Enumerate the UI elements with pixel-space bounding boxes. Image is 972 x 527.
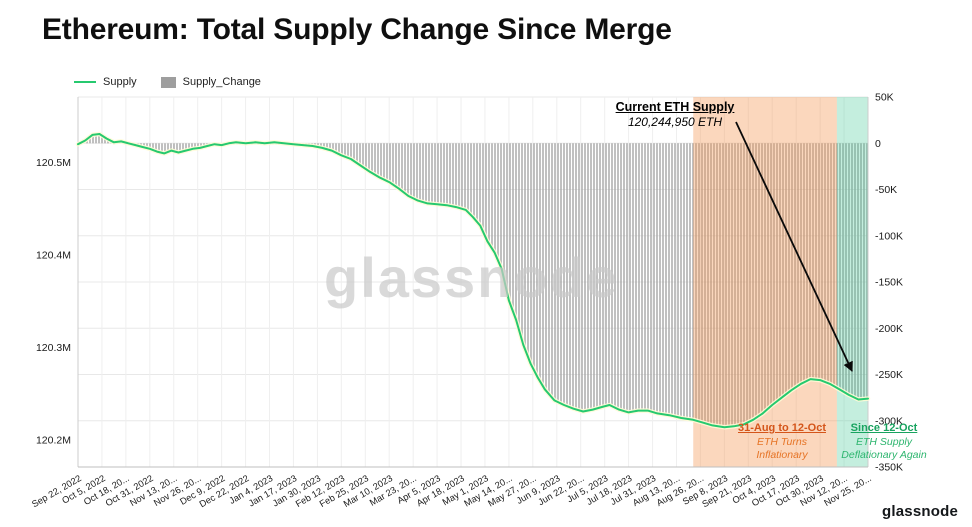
- legend-supply-change-label: Supply_Change: [182, 76, 261, 88]
- inflationary-annotation: 31-Aug to 12-Oct ETH Turns Inflationary: [722, 422, 842, 462]
- supply-line-swatch: [74, 81, 96, 83]
- left-axis-labels: 120.5M 120.4M 120.3M 120.2M: [36, 157, 71, 447]
- left-axis-tick-label: 120.5M: [36, 157, 71, 169]
- inflationary-heading: 31-Aug to 12-Oct: [737, 422, 826, 434]
- region-inflationary: [693, 97, 837, 467]
- glassnode-logo: glassnode: [882, 503, 958, 520]
- right-axis-tick-label: -250K: [875, 369, 903, 381]
- deflationary-annotation: Since 12-Oct ETH Supply Deflationary Aga…: [830, 422, 938, 462]
- legend: Supply Supply_Change: [74, 76, 261, 88]
- supply-change-swatch: [160, 76, 176, 88]
- legend-supply-label: Supply: [103, 76, 137, 88]
- left-axis-tick-label: 120.3M: [36, 342, 71, 354]
- right-axis-tick-label: 0: [875, 138, 881, 150]
- legend-item-supply[interactable]: Supply: [74, 76, 137, 88]
- right-axis-tick-label: -150K: [875, 277, 903, 289]
- right-axis-tick-label: -300K: [875, 415, 903, 427]
- right-axis-tick-label: -200K: [875, 323, 903, 335]
- deflationary-line1: ETH Supply: [855, 435, 913, 448]
- deflationary-heading: Since 12-Oct: [850, 422, 918, 434]
- left-axis-tick-label: 120.4M: [36, 250, 71, 262]
- current-supply-annotation: Current ETH Supply 120,244,950 ETH: [604, 100, 746, 129]
- right-axis-tick-label: 50K: [875, 92, 894, 104]
- right-axis-tick-label: -50K: [875, 184, 897, 196]
- page-title: Ethereum: Total Supply Change Since Merg…: [42, 13, 672, 46]
- region-deflationary: [836, 97, 868, 467]
- inflationary-line2: Inflationary: [756, 448, 808, 461]
- current-supply-value: 120,244,950 ETH: [627, 115, 723, 129]
- legend-item-supply-change[interactable]: Supply_Change: [160, 76, 261, 88]
- right-axis-tick-label: -350K: [875, 462, 903, 474]
- right-axis-tick-label: -100K: [875, 230, 903, 242]
- current-supply-label: Current ETH Supply: [615, 100, 735, 114]
- right-axis-labels: 50K 0 -50K -100K -150K -200K -250K -300K -350K: [875, 92, 903, 474]
- deflationary-line2: Deflationary Again: [841, 448, 927, 461]
- supply-change-bars: [77, 134, 868, 428]
- inflationary-line1: ETH Turns: [757, 435, 807, 448]
- supply-line: [77, 133, 869, 429]
- left-axis-tick-label: 120.2M: [36, 435, 71, 447]
- current-supply-arrow: [735, 121, 853, 372]
